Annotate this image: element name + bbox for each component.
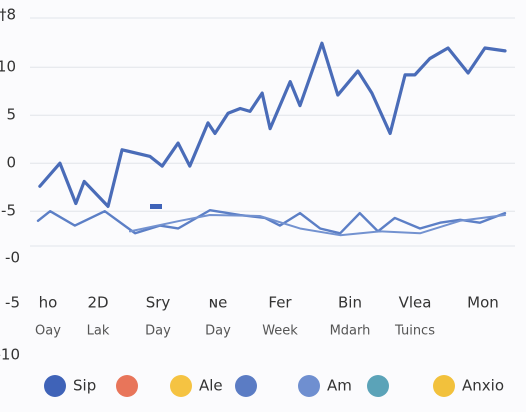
- x-label: ho: [39, 294, 58, 312]
- x-sublabel: Lak: [87, 324, 110, 339]
- y-tick-label: -5: [1, 202, 16, 220]
- x-label: ɴe: [209, 294, 228, 312]
- line: [38, 41, 507, 208]
- y-tick-label: 5: [6, 106, 16, 124]
- y-label: -5: [5, 294, 20, 312]
- legend-swatch: [116, 375, 138, 397]
- legend-swatch: [298, 375, 320, 397]
- legend-swatch: [367, 375, 389, 397]
- x-label: Sry: [146, 294, 171, 312]
- x-label: 2D: [87, 294, 108, 312]
- x-label: Mon: [467, 294, 499, 312]
- y-label: †8: [0, 6, 16, 24]
- x-sublabel: Day: [205, 324, 231, 339]
- legend-label: Am: [327, 377, 352, 395]
- x-label: Bin: [338, 294, 362, 312]
- x-sublabel: Week: [262, 324, 298, 339]
- legend-swatch: [170, 375, 192, 397]
- y-label: -10: [0, 346, 20, 364]
- x-sublabel: Mdarh: [330, 324, 371, 339]
- legend-swatch: [44, 375, 66, 397]
- x-sublabel: Tuincs: [394, 324, 435, 339]
- legend-swatch: [433, 375, 455, 397]
- y-tick-label: 0: [6, 154, 16, 172]
- legend-label: Sip: [73, 377, 96, 395]
- line: [128, 214, 506, 237]
- legend-swatch: [235, 375, 257, 397]
- legend-label: Ale: [199, 377, 223, 395]
- x-sublabel: Day: [145, 324, 171, 339]
- legend-label: Anxio: [462, 377, 504, 395]
- line: [36, 209, 507, 235]
- y-tick-label: 10: [0, 58, 16, 76]
- x-label: Fer: [268, 294, 292, 312]
- stray-mark: [150, 204, 162, 209]
- x-sublabel: Oay: [35, 324, 61, 339]
- y-label: -0: [5, 249, 20, 267]
- x-label: Vlea: [399, 294, 432, 312]
